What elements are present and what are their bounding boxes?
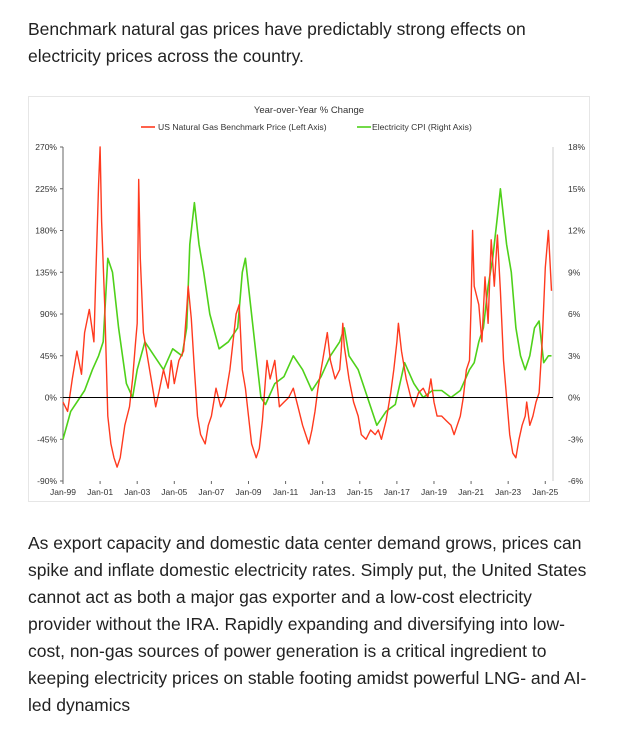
- right-axis-tick-label: -3%: [568, 434, 584, 444]
- right-axis-tick-label: 15%: [568, 184, 585, 194]
- left-axis-tick-label: 90%: [40, 309, 57, 319]
- chart-container: Year-over-Year % Change US Natural Gas B…: [28, 96, 590, 502]
- right-axis-tick-label: 12%: [568, 226, 585, 236]
- outro-paragraph: As export capacity and domestic data cen…: [28, 533, 587, 715]
- right-axis-tick-label: 9%: [568, 267, 581, 277]
- x-axis-tick-label: Jan-01: [87, 487, 113, 497]
- left-axis-tick-label: 225%: [35, 184, 57, 194]
- x-axis-tick-label: Jan-09: [235, 487, 261, 497]
- left-axis-tick-label: 0%: [45, 393, 58, 403]
- intro-paragraph: Benchmark natural gas prices have predic…: [28, 19, 526, 66]
- axes-layer: 270% 225% 180% 135% 90% 45% 0% -45% -90% 18% 15% 12…: [35, 142, 585, 497]
- x-axis-tick-label: Jan-99: [50, 487, 76, 497]
- left-axis-tick-label: -90%: [37, 476, 57, 486]
- x-axis-tick-label: Jan-15: [347, 487, 373, 497]
- yoy-change-chart: Year-over-Year % Change US Natural Gas B…: [35, 105, 585, 497]
- x-axis-tick-label: Jan-05: [161, 487, 187, 497]
- x-axis-tick-label: Jan-11: [273, 487, 299, 497]
- x-axis-tick-label: Jan-03: [124, 487, 150, 497]
- left-axis-tick-label: 270%: [35, 142, 57, 152]
- x-axis-tick-label: Jan-25: [532, 487, 558, 497]
- right-axis-tick-label: 0%: [568, 393, 581, 403]
- x-axis-tick-label: Jan-21: [458, 487, 484, 497]
- x-axis-tick-label: Jan-07: [198, 487, 224, 497]
- x-axis-tick-label: Jan-19: [421, 487, 447, 497]
- series-line-natural-gas: [62, 146, 553, 468]
- series-line-electricity-cpi: [62, 188, 552, 440]
- right-axis-tick-label: 18%: [568, 142, 585, 152]
- chart-title: Year-over-Year % Change: [254, 105, 364, 116]
- series-layer: [62, 146, 553, 468]
- right-axis-tick-label: 3%: [568, 351, 581, 361]
- left-axis-tick-label: 180%: [35, 226, 57, 236]
- right-axis-tick-label: 6%: [568, 309, 581, 319]
- legend-label-gas: US Natural Gas Benchmark Price (Left Axi…: [158, 122, 327, 132]
- right-axis-tick-label: -6%: [568, 476, 584, 486]
- x-axis-tick-label: Jan-23: [495, 487, 521, 497]
- legend-label-electricity: Electricity CPI (Right Axis): [372, 122, 472, 132]
- x-axis-tick-label: Jan-17: [384, 487, 410, 497]
- x-axis-tick-label: Jan-13: [310, 487, 336, 497]
- left-axis-tick-label: 45%: [40, 351, 57, 361]
- left-axis-tick-label: -45%: [37, 434, 57, 444]
- chart-legend: US Natural Gas Benchmark Price (Left Axi…: [141, 122, 472, 132]
- left-axis-tick-label: 135%: [35, 267, 57, 277]
